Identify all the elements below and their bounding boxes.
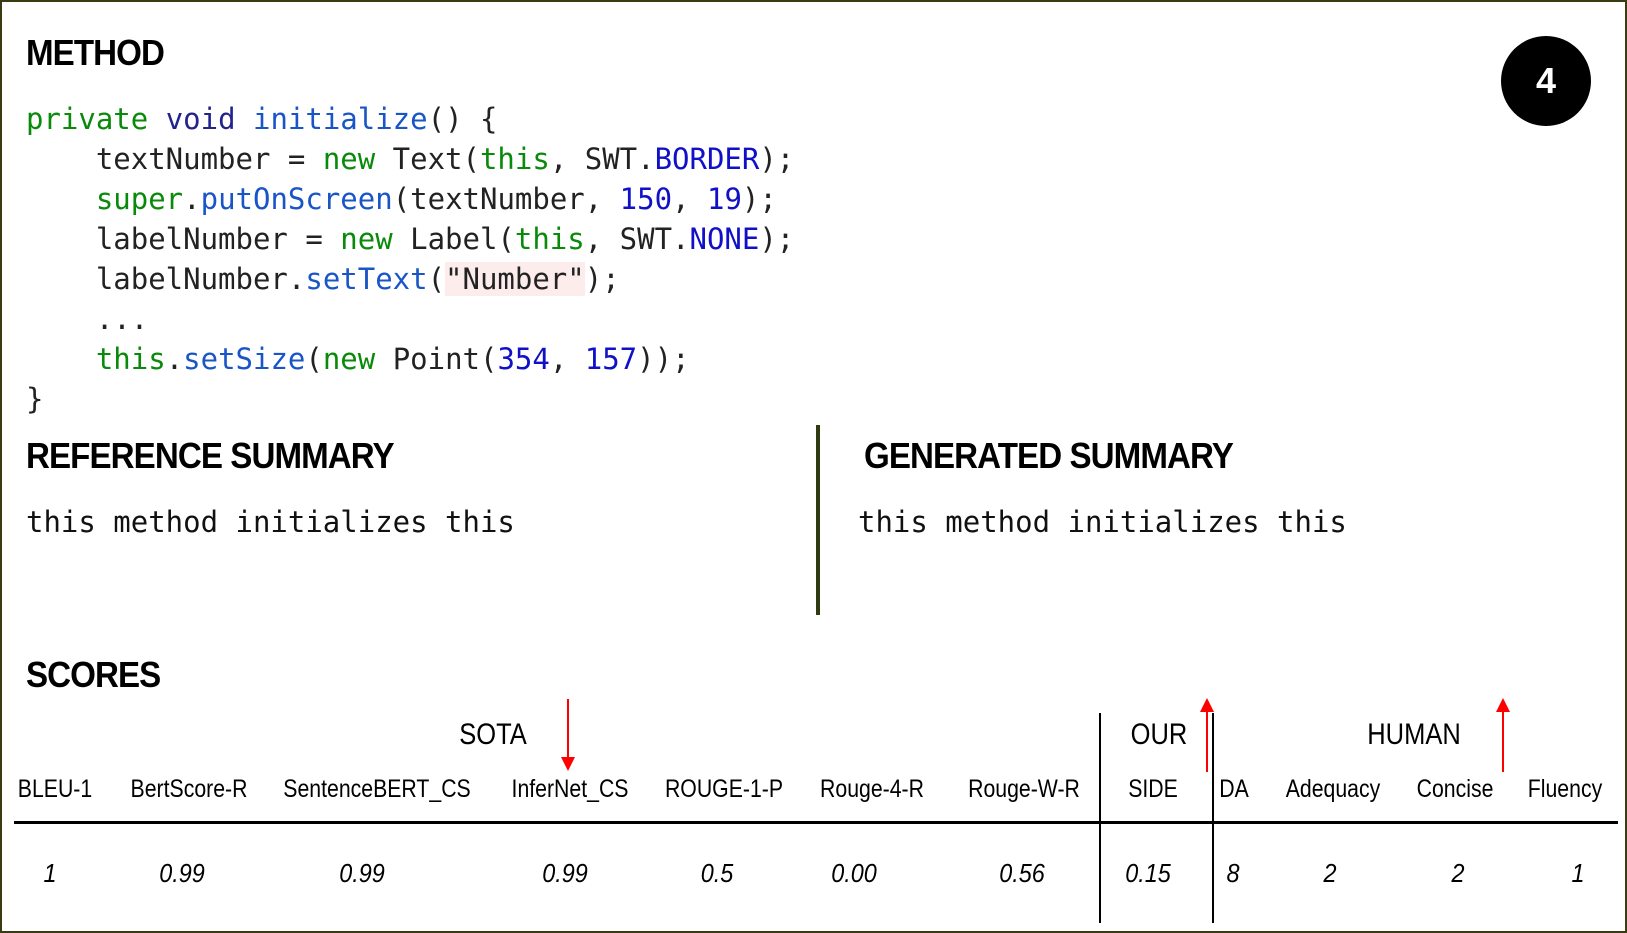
code-token: (textNumber, xyxy=(392,182,620,216)
column-header: SentenceBERT_CS xyxy=(283,775,471,803)
code-token: 354 xyxy=(497,342,550,376)
code-token: BORDER xyxy=(654,142,760,176)
score-value: 1 xyxy=(1571,858,1585,888)
code-token: new xyxy=(322,142,376,176)
reference-summary-text: this method initializes this xyxy=(26,505,515,539)
code-token: . xyxy=(165,342,184,376)
summary-divider xyxy=(816,425,820,615)
score-value: 0.99 xyxy=(339,858,385,888)
code-token: Text( xyxy=(375,142,480,176)
code-token: setText xyxy=(305,262,428,296)
column-header: InferNet_CS xyxy=(511,775,629,803)
method-title: METHOD xyxy=(26,32,165,73)
code-token: textNumber = xyxy=(26,142,323,176)
code-line: } xyxy=(26,379,794,419)
badge-number: 4 xyxy=(1535,60,1557,101)
code-token: ( xyxy=(427,262,446,296)
column-divider xyxy=(1212,713,1214,923)
code-token: Label( xyxy=(392,222,515,256)
generated-summary-title: GENERATED SUMMARY xyxy=(864,435,1234,476)
code-token: )); xyxy=(637,342,690,376)
code-line: labelNumber.setText("Number"); xyxy=(26,259,794,299)
code-line: labelNumber = new Label(this, SWT.NONE); xyxy=(26,219,794,259)
scores-title: SCORES xyxy=(26,654,161,695)
code-token: NONE xyxy=(689,222,760,256)
code-token: void xyxy=(165,102,236,136)
code-line: this.setSize(new Point(354, 157)); xyxy=(26,339,794,379)
column-header: Fluency xyxy=(1527,775,1603,803)
group-our: OUR xyxy=(1130,718,1188,751)
column-header: Rouge-4-R xyxy=(820,775,924,803)
group-human: HUMAN xyxy=(1367,718,1461,751)
example-number-badge: 4 xyxy=(1501,36,1591,126)
code-token: this xyxy=(514,222,585,256)
code-line: private void initialize() { xyxy=(26,99,794,139)
code-token: , xyxy=(672,182,707,216)
arrow-down-icon xyxy=(561,699,575,771)
column-divider xyxy=(1099,713,1101,923)
column-header: ROUGE-1-P xyxy=(664,775,784,803)
code-token: private xyxy=(26,102,149,136)
score-value: 1 xyxy=(43,858,57,888)
score-value: 0.99 xyxy=(542,858,588,888)
code-token xyxy=(26,342,96,376)
code-token: this xyxy=(479,142,550,176)
generated-summary-text: this method initializes this xyxy=(858,505,1347,539)
code-token: ); xyxy=(759,142,795,176)
code-token xyxy=(148,102,165,136)
column-header: SIDE xyxy=(1128,775,1178,803)
arrow-up-icon xyxy=(1200,698,1214,772)
score-value: 0.00 xyxy=(831,858,877,888)
code-line: ... xyxy=(26,299,794,339)
code-token: setSize xyxy=(183,342,306,376)
code-line: super.putOnScreen(textNumber, 150, 19); xyxy=(26,179,794,219)
score-value: 0.5 xyxy=(700,858,734,888)
code-token: ); xyxy=(759,222,795,256)
code-token: , xyxy=(549,342,585,376)
code-token: super xyxy=(95,182,184,216)
column-header: Rouge-W-R xyxy=(968,775,1080,803)
column-header: Adequacy xyxy=(1285,775,1381,803)
code-token: ( xyxy=(305,342,323,376)
score-value: 0.56 xyxy=(999,858,1045,888)
column-header: DA xyxy=(1219,775,1249,803)
code-token: initialize xyxy=(253,102,428,136)
column-header: BertScore-R xyxy=(130,775,248,803)
code-token: Point( xyxy=(375,342,498,376)
code-token: 150 xyxy=(619,182,673,216)
code-line: textNumber = new Text(this, SWT.BORDER); xyxy=(26,139,794,179)
code-token: new xyxy=(322,342,376,376)
code-token: ); xyxy=(584,262,620,296)
code-token: 157 xyxy=(584,342,638,376)
code-token: labelNumber. xyxy=(26,262,306,296)
code-token: ... xyxy=(26,302,149,336)
score-value: 2 xyxy=(1323,858,1337,888)
score-value: 8 xyxy=(1226,858,1240,888)
score-value: 0.99 xyxy=(159,858,205,888)
code-token xyxy=(26,182,96,216)
table-header-rule xyxy=(14,821,1618,824)
code-token: putOnScreen xyxy=(200,182,393,216)
code-token: new xyxy=(340,222,393,256)
code-token: labelNumber = xyxy=(26,222,341,256)
code-token: , SWT. xyxy=(584,222,690,256)
code-block: private void initialize() { textNumber =… xyxy=(26,99,794,419)
group-sota: SOTA xyxy=(459,718,527,751)
reference-summary-title: REFERENCE SUMMARY xyxy=(26,435,395,476)
column-header: BLEU-1 xyxy=(17,775,93,803)
code-token xyxy=(236,102,253,136)
code-token: . xyxy=(183,182,201,216)
code-token: } xyxy=(26,382,44,416)
code-token: "Number" xyxy=(445,262,585,296)
score-value: 2 xyxy=(1451,858,1465,888)
code-token: ); xyxy=(741,182,777,216)
code-token: () { xyxy=(427,102,498,136)
code-token: 19 xyxy=(706,182,742,216)
arrow-up-icon xyxy=(1496,698,1510,772)
code-token: this xyxy=(95,342,166,376)
score-value: 0.15 xyxy=(1125,858,1171,888)
code-token: , SWT. xyxy=(549,142,655,176)
column-header: Concise xyxy=(1416,775,1494,803)
